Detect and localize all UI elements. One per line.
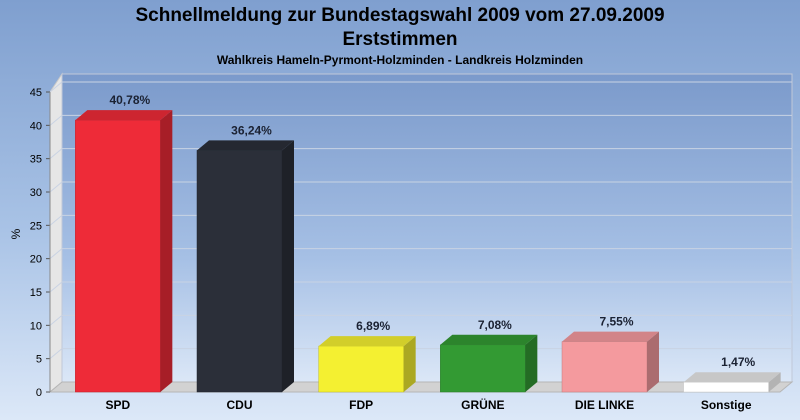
bar-side	[160, 110, 173, 392]
x-tick-label: DIE LINKE	[575, 398, 634, 412]
x-tick-label: GRÜNE	[461, 397, 504, 412]
gridline-diag	[49, 314, 63, 326]
y-tick-label: 10	[30, 320, 42, 332]
y-tick-label: 0	[36, 387, 42, 399]
bar-top	[440, 334, 538, 345]
gridline-diag	[49, 114, 63, 126]
gridline-diag	[49, 81, 63, 93]
data-label: 7,08%	[478, 318, 512, 332]
x-tick-label: FDP	[349, 398, 373, 412]
bar-front	[75, 119, 161, 393]
gridline-diag	[49, 348, 63, 360]
bars: 40,78% 36,24% 6,89% 7,08% 7,55% 1,47%	[75, 93, 781, 393]
y-axis-ticks: 0 5 10 15 20 25 30 35 40 45	[30, 87, 50, 399]
bar-top	[562, 331, 659, 342]
data-label: 7,55%	[599, 315, 633, 329]
chart-subtitle: Wahlkreis Hameln-Pyrmont-Holzminden - La…	[217, 53, 583, 67]
x-tick-label: Sonstige	[701, 398, 752, 412]
bar-front	[683, 381, 769, 393]
bar-die-linke: 7,55%	[561, 315, 659, 393]
data-label: 40,78%	[109, 93, 150, 107]
data-label: 1,47%	[721, 355, 755, 369]
bar-cdu: 36,24%	[196, 123, 294, 393]
y-axis-title: %	[9, 228, 23, 239]
bar-front	[440, 344, 526, 393]
gridline-diag	[49, 281, 63, 293]
bar-front	[561, 341, 648, 393]
bar-side	[282, 140, 294, 392]
bar-side	[403, 336, 416, 392]
bar-grüne: 7,08%	[440, 318, 538, 393]
gridline-diag	[49, 181, 63, 193]
y-tick-label: 5	[36, 354, 42, 366]
left-wall	[49, 72, 63, 394]
bar-front	[318, 345, 404, 393]
y-tick-label: 40	[30, 120, 42, 132]
gridline-diag	[49, 214, 63, 226]
y-tick-label: 35	[30, 154, 42, 166]
y-tick-label: 45	[30, 87, 42, 99]
y-tick-label: 25	[30, 220, 42, 232]
gridline-diag	[49, 248, 63, 260]
plot-back-wall	[61, 73, 793, 383]
chart-title-line2: Erststimmen	[342, 29, 457, 50]
y-tick-label: 30	[30, 187, 42, 199]
bar-sonstige: 1,47%	[683, 355, 781, 393]
data-label: 36,24%	[231, 123, 272, 137]
bar-front	[196, 150, 283, 393]
bar-top	[683, 372, 781, 383]
bar-top	[197, 140, 294, 151]
bar-side	[647, 331, 659, 392]
x-tick-label: CDU	[227, 398, 253, 412]
y-tick-label: 15	[30, 287, 42, 299]
bar-side	[525, 334, 538, 392]
bar-spd: 40,78%	[75, 93, 173, 393]
gridlines	[49, 81, 792, 360]
x-axis-labels: SPD CDU FDP GRÜNE DIE LINKE Sonstige	[105, 397, 751, 412]
bar-top	[318, 336, 416, 347]
y-tick-label: 20	[30, 254, 42, 266]
bar-fdp: 6,89%	[318, 319, 416, 393]
gridline-diag	[49, 148, 63, 160]
data-label: 6,89%	[356, 319, 390, 333]
bar-top	[75, 110, 173, 121]
chart-title: Schnellmeldung zur Bundestagswahl 2009 v…	[135, 5, 664, 26]
bar-side	[768, 372, 781, 392]
x-tick-label: SPD	[105, 398, 130, 412]
